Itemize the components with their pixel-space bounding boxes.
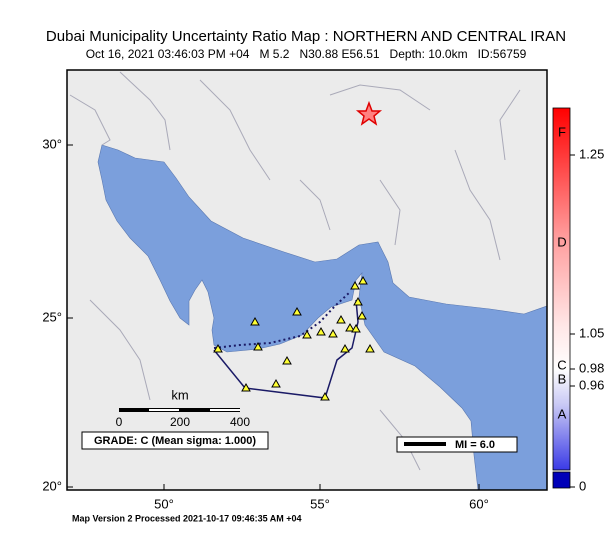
scale-label: 0 [116, 415, 123, 429]
stations [213, 275, 375, 401]
grade-box [81, 431, 269, 450]
colorbar-value: 0.98 [579, 360, 604, 375]
map-frame [66, 69, 548, 491]
grade-label: B [558, 371, 567, 386]
coast-islands [213, 291, 351, 349]
grade-label: A [558, 406, 567, 421]
footer: Map Version 2 Processed 2021-10-17 09:46… [72, 513, 302, 523]
subtitle: Oct 16, 2021 03:46:03 PM +04 M 5.2 N30.8… [86, 47, 527, 61]
colorbar-value: 0.96 [579, 377, 604, 392]
scale-label: 200 [170, 415, 190, 429]
lon-label: 60° [469, 496, 489, 511]
title: Dubai Municipality Uncertainty Ratio Map… [46, 28, 566, 45]
scale-unit: km [171, 387, 188, 402]
colorbar: F D C B A 1.25 1.05 0.98 0.96 0 [552, 107, 604, 493]
scale-label: 400 [230, 415, 250, 429]
persian-gulf [97, 144, 547, 490]
map-area [67, 70, 547, 490]
lat-label: 25° [42, 309, 62, 324]
grade-label: D [557, 234, 566, 249]
colorbar-value: 1.05 [579, 325, 604, 340]
lat-label: 20° [42, 478, 62, 493]
grade-label: C [557, 357, 566, 372]
grade-text: GRADE: C (Mean sigma: 1.000) [94, 435, 256, 447]
epicenter [355, 100, 383, 126]
scale-bar: km 0 200 400 [116, 387, 251, 429]
colorbar-value: 0 [579, 478, 586, 493]
lon-label: 55° [310, 496, 330, 511]
colorbar-gradient [552, 107, 571, 471]
legend-text: MI = 6.0 [455, 439, 495, 451]
colorbar-value: 1.25 [579, 146, 604, 161]
lon-label: 50° [154, 496, 174, 511]
frame-ticks [67, 144, 480, 490]
grade-label: F [558, 124, 566, 139]
legend-box [396, 436, 518, 453]
lat-label: 30° [42, 136, 62, 151]
colorbar-floor [552, 471, 571, 489]
